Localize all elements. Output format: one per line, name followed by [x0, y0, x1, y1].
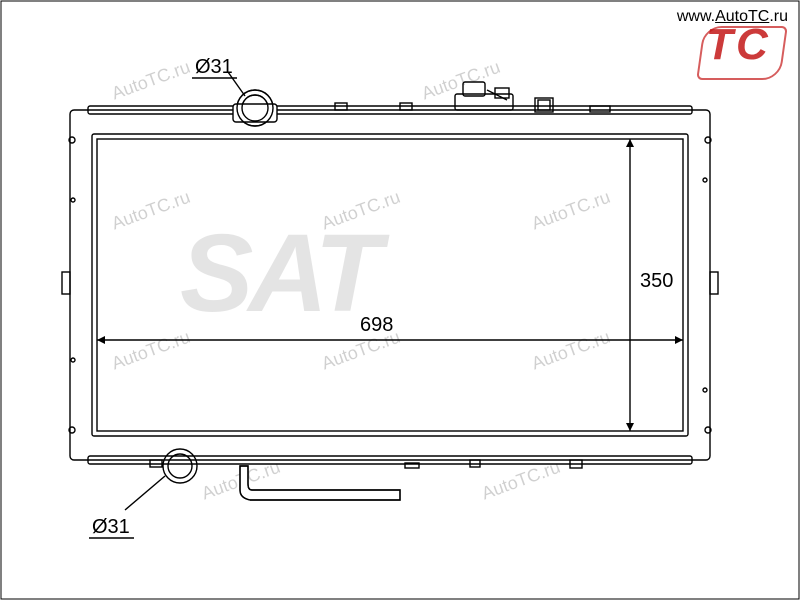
logo-tc: T C [700, 26, 780, 86]
diagram-svg [0, 0, 800, 600]
logo-letter-c: C [736, 20, 768, 70]
url-suffix: .ru [769, 8, 788, 25]
dim-height-label: 350 [640, 270, 673, 293]
callout-top-label: Ø31 [195, 56, 233, 79]
dim-width-label: 698 [360, 314, 393, 337]
logo-letter-t: T [706, 20, 733, 70]
drawing-canvas: SAT AutoTC.ruAutoTC.ruAutoTC.ruAutoTC.ru… [0, 0, 800, 600]
callout-bottom-label: Ø31 [92, 516, 130, 539]
